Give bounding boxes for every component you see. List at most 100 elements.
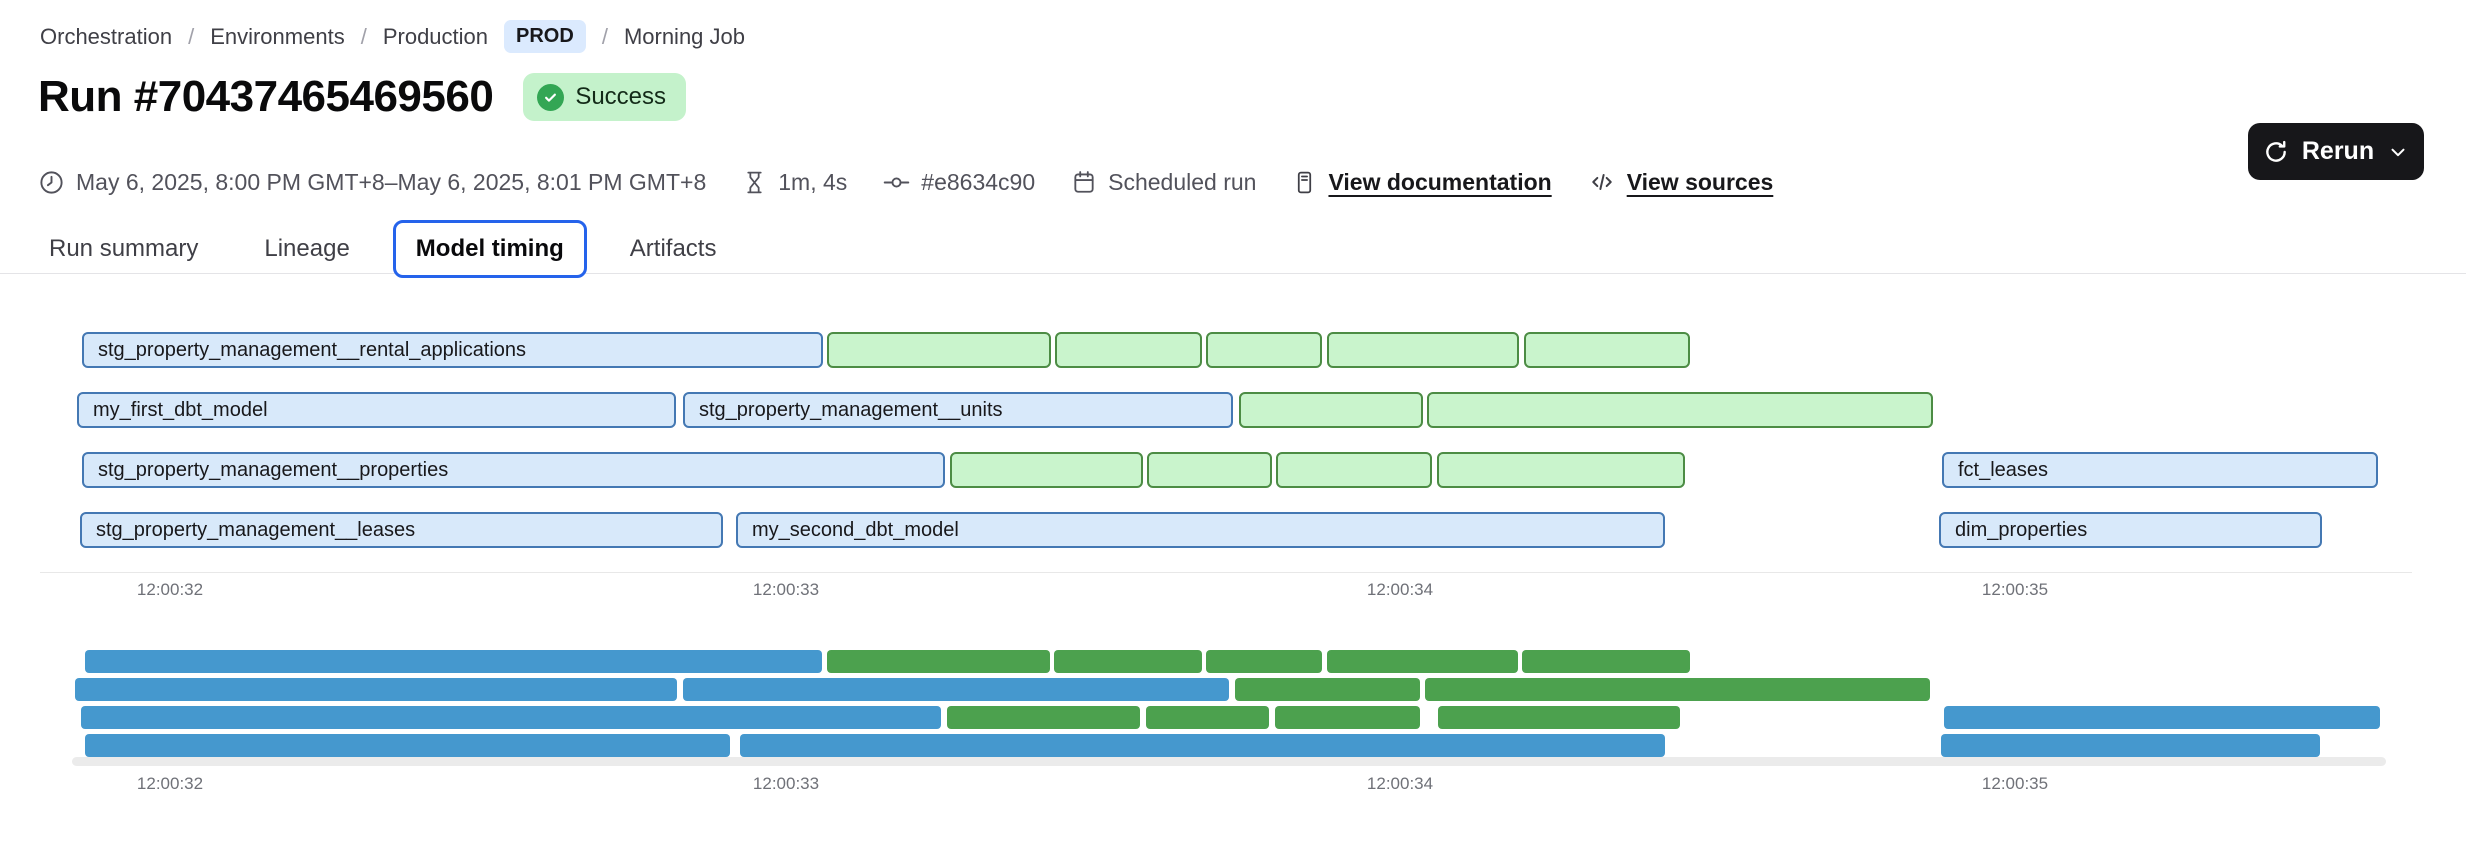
breadcrumb-orchestration[interactable]: Orchestration [40, 23, 173, 49]
code-icon [1591, 174, 1612, 190]
axis-tick-label: 12:00:32 [136, 580, 204, 599]
title-row: Run #70437465469560 Success [38, 72, 687, 122]
tab-lineage[interactable]: Lineage [241, 220, 372, 278]
page-title: Run #70437465469560 [38, 72, 494, 121]
test-bar[interactable] [1327, 332, 1519, 368]
model-bar[interactable] [740, 734, 1665, 757]
breadcrumb-separator: / [360, 23, 367, 49]
bar-label: stg_property_management__units [699, 398, 1003, 421]
test-bar[interactable] [1276, 452, 1432, 488]
test-bar[interactable] [1438, 706, 1680, 729]
breadcrumb-environments[interactable]: Environments [210, 23, 345, 49]
view-documentation-link[interactable]: View documentation [1328, 168, 1552, 195]
bar-label: fct_leases [1958, 458, 2049, 481]
tab-model-timing[interactable]: Model timing [392, 220, 587, 278]
minimap-scrollbar[interactable] [72, 757, 2386, 766]
axis-tick-label: 12:00:35 [1981, 580, 2049, 599]
commit-text: #e8634c90 [921, 168, 1036, 195]
model-timing-gantt: stg_property_management__rental_applicat… [0, 300, 2466, 573]
test-bar[interactable] [1427, 392, 1933, 428]
tab-artifacts[interactable]: Artifacts [607, 220, 740, 278]
axis-tick-label: 12:00:34 [1366, 774, 1434, 793]
tabs-divider [0, 273, 2466, 274]
view-sources-link[interactable]: View sources [1626, 168, 1774, 195]
test-bar[interactable] [1206, 332, 1322, 368]
gantt-baseline [40, 572, 2412, 573]
trigger-text: Scheduled run [1108, 168, 1257, 195]
test-bar[interactable] [1275, 706, 1420, 729]
test-bar[interactable] [827, 332, 1051, 368]
test-bar[interactable] [1206, 650, 1322, 673]
bar-label: my_first_dbt_model [93, 398, 268, 421]
calendar-icon [1074, 171, 1094, 193]
test-bar[interactable] [1327, 650, 1518, 673]
model-bar-stg_property_management__leases[interactable]: stg_property_management__leases [80, 512, 723, 548]
commit-hash: #e8634c90 [883, 169, 1035, 196]
rerun-button[interactable]: Rerun [2248, 123, 2424, 180]
model-bar-my_first_dbt_model[interactable]: my_first_dbt_model [77, 392, 676, 428]
model-bar-dim_properties[interactable]: dim_properties [1939, 512, 2322, 548]
breadcrumb-morning-job[interactable]: Morning Job [623, 23, 746, 49]
test-bar[interactable] [1522, 650, 1690, 673]
test-bar[interactable] [1524, 332, 1690, 368]
documentation-link-group: View documentation [1292, 168, 1552, 196]
sources-link-group: View sources [1588, 168, 1774, 196]
test-bar[interactable] [1146, 706, 1269, 729]
bar-label: stg_property_management__properties [98, 458, 449, 481]
gantt-time-axis: 12:00:32 12:00:33 12:00:34 12:00:35 [0, 580, 2466, 606]
test-bar[interactable] [950, 452, 1143, 488]
test-bar[interactable] [1239, 392, 1423, 428]
model-bar[interactable] [1941, 734, 2320, 757]
time-range: May 6, 2025, 8:00 PM GMT+8–May 6, 2025, … [38, 169, 706, 196]
breadcrumb: Orchestration / Environments / Productio… [40, 20, 745, 53]
axis-tick-label: 12:00:32 [136, 774, 204, 793]
model-bar-stg_property_management__units[interactable]: stg_property_management__units [683, 392, 1233, 428]
test-bar[interactable] [1235, 678, 1420, 701]
model-bar[interactable] [85, 734, 730, 757]
model-bar-my_second_dbt_model[interactable]: my_second_dbt_model [736, 512, 1665, 548]
bar-label: my_second_dbt_model [752, 518, 959, 541]
duration: 1m, 4s [742, 169, 847, 196]
tab-bar: Run summary Lineage Model timing Artifac… [26, 220, 739, 278]
test-bar[interactable] [1054, 650, 1202, 673]
refresh-icon [2266, 140, 2286, 162]
model-bar[interactable] [85, 650, 822, 673]
model-bar-fct_leases[interactable]: fct_leases [1942, 452, 2378, 488]
test-bar[interactable] [947, 706, 1140, 729]
test-bar[interactable] [1055, 332, 1202, 368]
axis-tick-label: 12:00:33 [752, 774, 820, 793]
duration-text: 1m, 4s [778, 168, 848, 195]
test-bar[interactable] [1425, 678, 1930, 701]
bar-label: stg_property_management__leases [96, 518, 416, 541]
clock-icon [40, 170, 63, 194]
test-bar[interactable] [1437, 452, 1685, 488]
bar-label: dim_properties [1955, 518, 2088, 541]
axis-tick-label: 12:00:35 [1981, 774, 2049, 793]
breadcrumb-production[interactable]: Production [382, 23, 489, 49]
time-range-text: May 6, 2025, 8:00 PM GMT+8–May 6, 2025, … [76, 168, 707, 195]
run-metadata: May 6, 2025, 8:00 PM GMT+8–May 6, 2025, … [38, 168, 1773, 196]
model-bar[interactable] [1944, 706, 2380, 729]
breadcrumb-separator: / [188, 23, 195, 49]
model-bar-stg_property_management__properties[interactable]: stg_property_management__properties [82, 452, 945, 488]
tab-run-summary[interactable]: Run summary [26, 220, 221, 278]
model-bar-stg_property_management__rental_applications[interactable]: stg_property_management__rental_applicat… [82, 332, 823, 368]
test-bar[interactable] [1147, 452, 1272, 488]
model-bar[interactable] [75, 678, 677, 701]
minimap-time-axis: 12:00:32 12:00:33 12:00:34 12:00:35 [0, 774, 2466, 800]
axis-tick-label: 12:00:33 [752, 580, 820, 599]
status-badge: Success [523, 73, 687, 121]
check-circle-icon [537, 83, 565, 111]
commit-icon [884, 176, 910, 188]
status-label: Success [575, 83, 667, 110]
test-bar[interactable] [827, 650, 1050, 673]
model-bar[interactable] [683, 678, 1229, 701]
chevron-down-icon [2391, 148, 2405, 156]
breadcrumb-separator: / [601, 23, 608, 49]
bar-label: stg_property_management__rental_applicat… [98, 338, 527, 361]
model-bar[interactable] [81, 706, 941, 729]
environment-badge: PROD [504, 20, 586, 53]
rerun-label: Rerun [2301, 137, 2375, 165]
document-icon [1298, 171, 1312, 193]
